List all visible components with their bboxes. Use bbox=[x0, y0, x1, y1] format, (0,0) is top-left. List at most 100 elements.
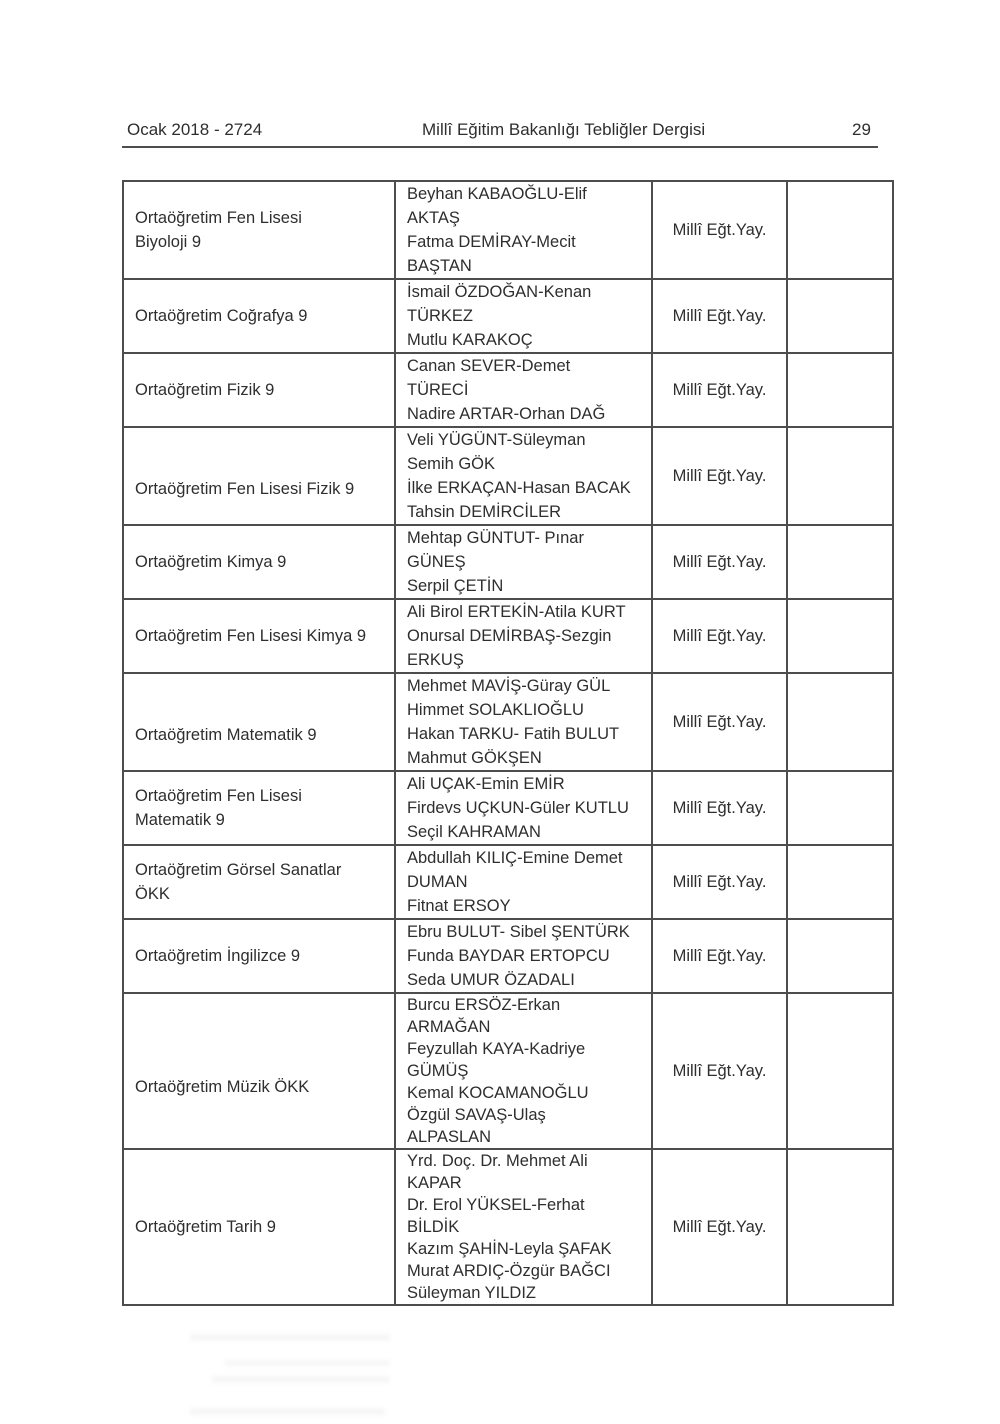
authors-names: Mehmet MAVİŞ-Güray GÜL Himmet SOLAKLIOĞL… bbox=[407, 677, 620, 767]
publisher-cell: Millî Eğt.Yay. bbox=[651, 426, 788, 526]
course-cell: Ortaöğretim Tarih 9 bbox=[122, 1148, 396, 1306]
authors-cell: Veli YÜGÜNT-Süleyman Semih GÖK İlke ERKA… bbox=[394, 426, 653, 526]
table-body: Ortaöğretim Fen Lisesi Biyoloji 9 Beyhan… bbox=[122, 180, 894, 1306]
page-number: 29 bbox=[852, 120, 871, 139]
table-row: Ortaöğretim İngilizce 9 Ebru BULUT- Sibe… bbox=[122, 918, 894, 994]
authors-cell: Ali UÇAK-Emin EMİR Firdevs UÇKUN-Güler K… bbox=[394, 770, 653, 846]
authors-cell: Burcu ERSÖZ-Erkan ARMAĞAN Feyzullah KAYA… bbox=[394, 992, 653, 1150]
course-name: Ortaöğretim Müzik ÖKK bbox=[135, 1078, 310, 1096]
scan-artifact bbox=[225, 1360, 390, 1366]
course-cell: Ortaöğretim Fen Lisesi Matematik 9 bbox=[122, 770, 396, 846]
publisher-name: Millî Eğt.Yay. bbox=[672, 467, 767, 485]
authors-cell: Mehmet MAVİŞ-Güray GÜL Himmet SOLAKLIOĞL… bbox=[394, 672, 653, 772]
publisher-name: Millî Eğt.Yay. bbox=[672, 799, 767, 817]
authors-cell: Canan SEVER-Demet TÜRECİ Nadire ARTAR-Or… bbox=[394, 352, 653, 428]
publisher-cell: Millî Eğt.Yay. bbox=[651, 1148, 788, 1306]
publisher-cell: Millî Eğt.Yay. bbox=[651, 352, 788, 428]
authors-cell: Beyhan KABAOĞLU-Elif AKTAŞ Fatma DEMİRAY… bbox=[394, 180, 653, 280]
course-name: Ortaöğretim Fen Lisesi Kimya 9 bbox=[135, 627, 367, 645]
textbook-table: Ortaöğretim Fen Lisesi Biyoloji 9 Beyhan… bbox=[122, 180, 894, 1306]
authors-names: İsmail ÖZDOĞAN-Kenan TÜRKEZ Mutlu KARAKO… bbox=[407, 283, 592, 349]
notes-cell bbox=[786, 426, 894, 526]
publisher-name: Millî Eğt.Yay. bbox=[672, 221, 767, 239]
course-name: Ortaöğretim Coğrafya 9 bbox=[135, 307, 308, 325]
course-name: Ortaöğretim Fen Lisesi Fizik 9 bbox=[135, 480, 355, 498]
authors-names: Ali Birol ERTEKİN-Atila KURT Onursal DEM… bbox=[407, 603, 626, 669]
publisher-name: Millî Eğt.Yay. bbox=[672, 1218, 767, 1236]
course-name: Ortaöğretim Fen Lisesi Matematik 9 bbox=[135, 787, 302, 829]
table-row: Ortaöğretim Tarih 9 Yrd. Doç. Dr. Mehmet… bbox=[122, 1148, 894, 1306]
publisher-name: Millî Eğt.Yay. bbox=[672, 947, 767, 965]
course-name: Ortaöğretim Kimya 9 bbox=[135, 553, 287, 571]
authors-cell: Yrd. Doç. Dr. Mehmet Ali KAPAR Dr. Erol … bbox=[394, 1148, 653, 1306]
publisher-name: Millî Eğt.Yay. bbox=[672, 1062, 767, 1080]
scan-artifact bbox=[190, 1408, 385, 1415]
course-cell: Ortaöğretim Görsel Sanatlar ÖKK bbox=[122, 844, 396, 920]
table-row: Ortaöğretim Görsel Sanatlar ÖKK Abdullah… bbox=[122, 844, 894, 920]
header-rule bbox=[122, 146, 878, 148]
authors-names: Mehtap GÜNTUT- Pınar GÜNEŞ Serpil ÇETİN bbox=[407, 529, 584, 595]
authors-names: Yrd. Doç. Dr. Mehmet Ali KAPAR Dr. Erol … bbox=[407, 1152, 612, 1302]
notes-cell bbox=[786, 672, 894, 772]
publisher-cell: Millî Eğt.Yay. bbox=[651, 598, 788, 674]
authors-names: Ebru BULUT- Sibel ŞENTÜRK Funda BAYDAR E… bbox=[407, 923, 630, 989]
authors-cell: Abdullah KILIÇ-Emine Demet DUMAN Fitnat … bbox=[394, 844, 653, 920]
course-cell: Ortaöğretim Fen Lisesi Kimya 9 bbox=[122, 598, 396, 674]
table-row: Ortaöğretim Matematik 9 Mehmet MAVİŞ-Gür… bbox=[122, 672, 894, 772]
table-row: Ortaöğretim Fen Lisesi Biyoloji 9 Beyhan… bbox=[122, 180, 894, 280]
notes-cell bbox=[786, 770, 894, 846]
course-cell: Ortaöğretim Kimya 9 bbox=[122, 524, 396, 600]
authors-cell: Mehtap GÜNTUT- Pınar GÜNEŞ Serpil ÇETİN bbox=[394, 524, 653, 600]
authors-cell: Ebru BULUT- Sibel ŞENTÜRK Funda BAYDAR E… bbox=[394, 918, 653, 994]
authors-cell: Ali Birol ERTEKİN-Atila KURT Onursal DEM… bbox=[394, 598, 653, 674]
course-cell: Ortaöğretim Fen Lisesi Fizik 9 bbox=[122, 426, 396, 526]
table-row: Ortaöğretim Fen Lisesi Matematik 9 Ali U… bbox=[122, 770, 894, 846]
authors-names: Canan SEVER-Demet TÜRECİ Nadire ARTAR-Or… bbox=[407, 357, 606, 423]
journal-title: Millî Eğitim Bakanlığı Tebliğler Dergisi bbox=[422, 120, 706, 139]
publisher-cell: Millî Eğt.Yay. bbox=[651, 992, 788, 1150]
publisher-name: Millî Eğt.Yay. bbox=[672, 553, 767, 571]
notes-cell bbox=[786, 918, 894, 994]
authors-names: Beyhan KABAOĞLU-Elif AKTAŞ Fatma DEMİRAY… bbox=[407, 185, 587, 275]
publisher-name: Millî Eğt.Yay. bbox=[672, 307, 767, 325]
course-cell: Ortaöğretim Coğrafya 9 bbox=[122, 278, 396, 354]
course-name: Ortaöğretim Tarih 9 bbox=[135, 1218, 276, 1236]
notes-cell bbox=[786, 524, 894, 600]
scan-artifact bbox=[212, 1376, 390, 1383]
authors-cell: İsmail ÖZDOĞAN-Kenan TÜRKEZ Mutlu KARAKO… bbox=[394, 278, 653, 354]
publisher-name: Millî Eğt.Yay. bbox=[672, 873, 767, 891]
table-row: Ortaöğretim Fizik 9 Canan SEVER-Demet TÜ… bbox=[122, 352, 894, 428]
course-cell: Ortaöğretim Müzik ÖKK bbox=[122, 992, 396, 1150]
notes-cell bbox=[786, 180, 894, 280]
table-row: Ortaöğretim Fen Lisesi Kimya 9 Ali Birol… bbox=[122, 598, 894, 674]
publisher-cell: Millî Eğt.Yay. bbox=[651, 672, 788, 772]
notes-cell bbox=[786, 598, 894, 674]
table-row: Ortaöğretim Müzik ÖKK Burcu ERSÖZ-Erkan … bbox=[122, 992, 894, 1150]
notes-cell bbox=[786, 844, 894, 920]
course-cell: Ortaöğretim Matematik 9 bbox=[122, 672, 396, 772]
course-cell: Ortaöğretim İngilizce 9 bbox=[122, 918, 396, 994]
issue-label: Ocak 2018 - 2724 bbox=[127, 120, 263, 139]
authors-names: Ali UÇAK-Emin EMİR Firdevs UÇKUN-Güler K… bbox=[407, 775, 629, 841]
notes-cell bbox=[786, 278, 894, 354]
course-name: Ortaöğretim Fizik 9 bbox=[135, 381, 275, 399]
course-name: Ortaöğretim Matematik 9 bbox=[135, 726, 317, 744]
publisher-cell: Millî Eğt.Yay. bbox=[651, 524, 788, 600]
authors-names: Abdullah KILIÇ-Emine Demet DUMAN Fitnat … bbox=[407, 849, 623, 915]
course-cell: Ortaöğretim Fizik 9 bbox=[122, 352, 396, 428]
table-row: Ortaöğretim Fen Lisesi Fizik 9 Veli YÜGÜ… bbox=[122, 426, 894, 526]
publisher-name: Millî Eğt.Yay. bbox=[672, 627, 767, 645]
course-name: Ortaöğretim Görsel Sanatlar ÖKK bbox=[135, 861, 342, 903]
notes-cell bbox=[786, 352, 894, 428]
publisher-cell: Millî Eğt.Yay. bbox=[651, 278, 788, 354]
course-cell: Ortaöğretim Fen Lisesi Biyoloji 9 bbox=[122, 180, 396, 280]
course-name: Ortaöğretim İngilizce 9 bbox=[135, 947, 301, 965]
course-name: Ortaöğretim Fen Lisesi Biyoloji 9 bbox=[135, 209, 302, 251]
authors-names: Burcu ERSÖZ-Erkan ARMAĞAN Feyzullah KAYA… bbox=[407, 996, 589, 1146]
publisher-cell: Millî Eğt.Yay. bbox=[651, 844, 788, 920]
publisher-cell: Millî Eğt.Yay. bbox=[651, 918, 788, 994]
publisher-cell: Millî Eğt.Yay. bbox=[651, 770, 788, 846]
publisher-name: Millî Eğt.Yay. bbox=[672, 381, 767, 399]
notes-cell bbox=[786, 992, 894, 1150]
publisher-name: Millî Eğt.Yay. bbox=[672, 713, 767, 731]
